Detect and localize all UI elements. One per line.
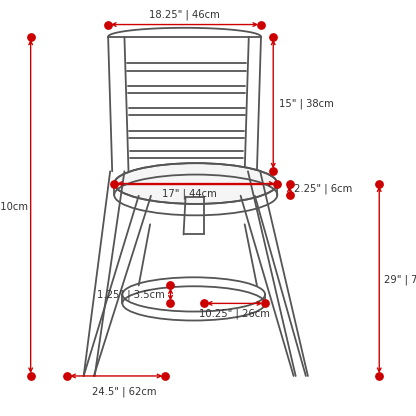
Text: 29" | 74cm: 29" | 74cm <box>384 275 416 285</box>
Point <box>286 180 293 187</box>
Text: 24.5" | 62cm: 24.5" | 62cm <box>92 386 156 397</box>
Point <box>201 300 207 307</box>
Text: 1.25" | 3.5cm: 1.25" | 3.5cm <box>97 289 165 300</box>
Text: 2.25" | 6cm: 2.25" | 6cm <box>295 184 353 195</box>
Ellipse shape <box>115 164 277 203</box>
Point <box>27 33 34 40</box>
Point <box>27 373 34 379</box>
Point <box>111 180 118 187</box>
Point <box>274 180 281 187</box>
Point <box>105 21 111 28</box>
Point <box>262 300 268 307</box>
Text: 17" | 44cm: 17" | 44cm <box>162 188 217 199</box>
Text: 18.25" | 46cm: 18.25" | 46cm <box>149 9 220 20</box>
Point <box>167 300 174 307</box>
Point <box>270 33 277 40</box>
Point <box>270 168 277 175</box>
Text: 15" | 38cm: 15" | 38cm <box>280 99 334 109</box>
Point <box>376 180 383 187</box>
Point <box>258 21 264 28</box>
Point <box>376 373 383 379</box>
Point <box>64 373 71 379</box>
Point <box>286 192 293 198</box>
Point <box>167 282 174 289</box>
Point <box>162 373 168 379</box>
Text: 10.25" | 26cm: 10.25" | 26cm <box>199 308 270 319</box>
Text: 43.25" | 110cm: 43.25" | 110cm <box>0 201 28 212</box>
